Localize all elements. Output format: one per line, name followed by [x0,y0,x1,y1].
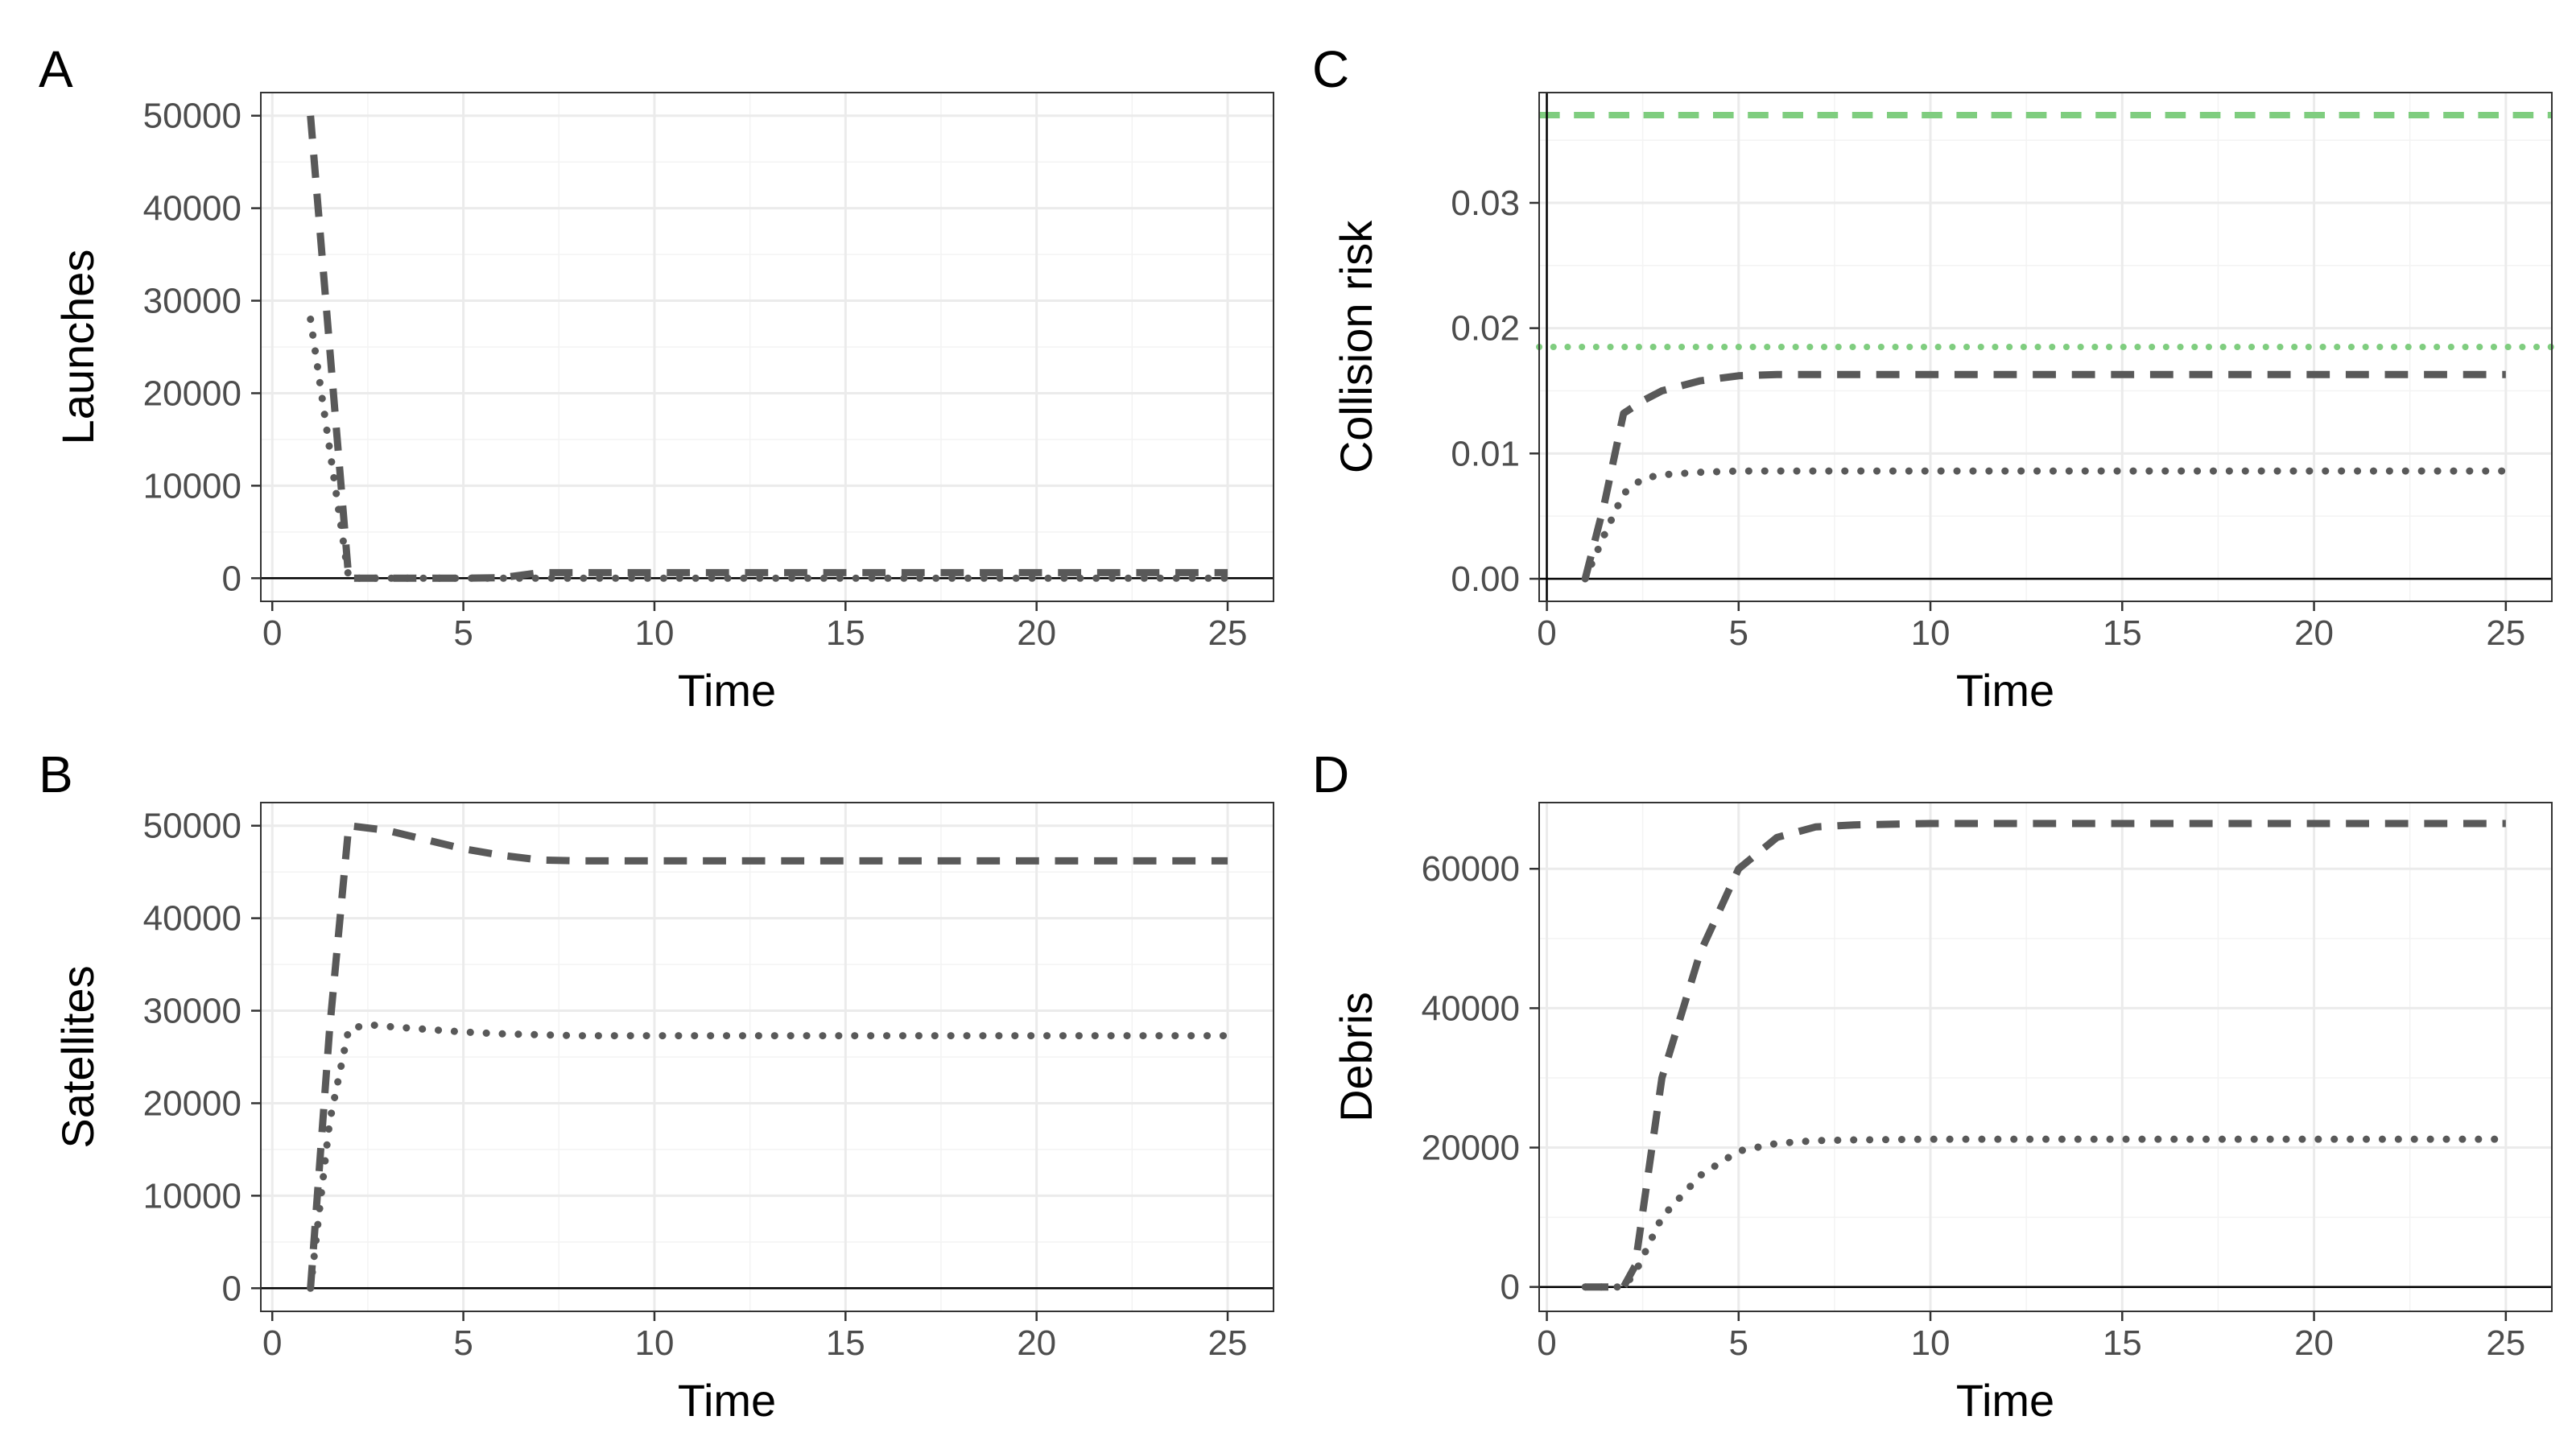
x-tick-label: 0 [1537,1323,1556,1363]
x-axis-title: Time [678,1375,776,1426]
y-tick-label: 40000 [1422,989,1520,1028]
y-tick-label: 20000 [143,1084,242,1123]
panel-a: A 0 5 10 15 20 25 0 10000 20000 30000 40000 50000 Tim… [39,40,1274,716]
x-tick-label: 25 [1208,1323,1248,1363]
y-tick-label: 20000 [1422,1129,1520,1168]
x-tick-label: 25 [2486,1323,2525,1363]
y-tick-label: 0.00 [1451,559,1520,599]
y-tick-label: 40000 [143,189,242,229]
y-tick-label: 50000 [143,97,242,136]
plot-area-border [1538,802,2553,1312]
y-axis-title: Collision risk [1331,220,1381,473]
y-tick-label: 50000 [143,807,242,846]
x-tick-label: 10 [1911,1323,1951,1363]
y-axis-title: Launches [52,250,103,445]
x-tick-label: 10 [634,613,674,653]
y-tick-label: 60000 [1422,849,1520,889]
panel-tag-a: A [39,40,73,98]
series-line-dotted [307,316,1232,582]
y-tick-label: 20000 [143,374,242,413]
x-tick-label: 15 [2103,613,2142,653]
plot-area-border [260,92,1274,602]
x-axis-title: Time [678,665,776,716]
x-tick-label: 25 [1208,613,1248,653]
x-tick-label: 10 [1911,613,1951,653]
x-tick-label: 20 [1017,613,1056,653]
x-tick-label: 15 [826,613,865,653]
panel-tag-b: B [39,745,73,803]
x-tick-label: 15 [2103,1323,2142,1363]
y-axis-title: Satellites [52,965,103,1148]
x-tick-label: 5 [453,613,473,653]
y-tick-label: 0 [222,559,242,598]
x-tick-label: 20 [2294,613,2334,653]
y-tick-label: 0.01 [1451,434,1520,473]
plot-area-border [260,802,1274,1312]
y-tick-label: 0 [1501,1268,1520,1307]
series-line-dashed [1581,370,2506,580]
y-tick-label: 10000 [143,1176,242,1216]
plot-area-border [1538,92,2553,602]
y-tick-label: 0 [222,1269,242,1308]
y-tick-label: 30000 [143,282,242,321]
series-line-dotted [1581,1135,2510,1291]
x-tick-label: 5 [1729,613,1748,653]
y-axis-title: Debris [1331,992,1381,1122]
x-tick-label: 0 [1537,613,1556,653]
x-tick-label: 25 [2486,613,2525,653]
x-tick-label: 15 [826,1323,865,1363]
x-tick-label: 10 [634,1323,674,1363]
y-tick-label: 30000 [143,992,242,1031]
y-tick-label: 40000 [143,899,242,939]
y-tick-label: 10000 [143,466,242,506]
series-line-dotted [307,1021,1232,1292]
x-tick-label: 5 [1729,1323,1748,1363]
panel-c: C 0 5 10 15 20 25 0.00 0.01 0.02 0.03 Time Collision… [1312,40,2555,716]
panel-b: B 0 5 10 15 20 25 0 10000 20000 30000 40000 50000 Tim… [39,745,1274,1426]
x-axis-title: Time [1956,665,2054,716]
y-tick-label: 0.03 [1451,184,1520,223]
x-tick-label: 20 [1017,1323,1056,1363]
x-tick-label: 0 [262,613,282,653]
x-tick-label: 0 [262,1323,282,1363]
panel-tag-c: C [1312,40,1349,98]
panel-d: D 0 5 10 15 20 25 0 20000 40000 60000 Time Debris [1312,745,2553,1426]
x-tick-label: 5 [453,1323,473,1363]
x-axis-title: Time [1956,1375,2054,1426]
series-line-dotted [1581,467,2510,583]
panel-tag-d: D [1312,745,1349,803]
x-tick-label: 20 [2294,1323,2334,1363]
y-tick-label: 0.02 [1451,309,1520,349]
